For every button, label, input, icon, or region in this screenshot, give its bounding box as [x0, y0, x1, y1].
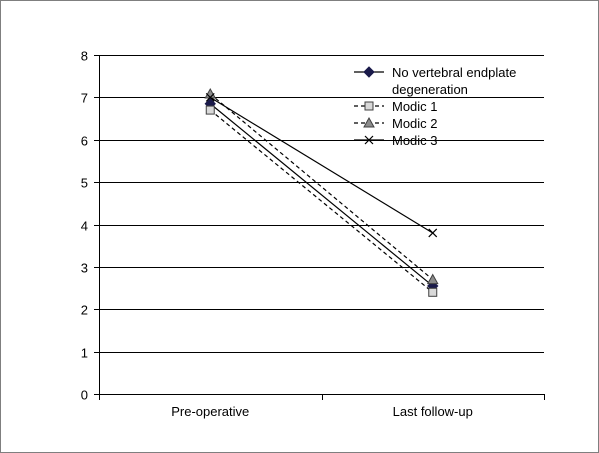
legend-label: No vertebral endplate: [392, 65, 516, 80]
legend-label: Modic 3: [392, 133, 438, 148]
legend-label: Modic 1: [392, 99, 438, 114]
y-tick-label: 5: [81, 176, 88, 191]
data-point: [426, 273, 439, 285]
axes: [99, 55, 544, 395]
series-2: [205, 105, 438, 297]
y-tick-label: 6: [81, 134, 88, 149]
data-point: [428, 228, 438, 238]
data-point: [205, 105, 215, 115]
y-tick-label: 2: [81, 303, 88, 318]
series-line: [209, 109, 434, 293]
series-line: [209, 93, 434, 281]
series-4: [205, 92, 438, 238]
data-point: [428, 287, 438, 297]
x-axis-ticks: Pre-operative Last follow-up: [99, 394, 545, 419]
y-axis-ticks: 0 1 2 3 4 5 6 7 8: [81, 49, 99, 403]
legend-marker: [364, 135, 374, 145]
legend-marker: [363, 66, 375, 78]
grid-lines: [99, 55, 544, 353]
data-point: [205, 92, 215, 102]
legend-marker: [363, 116, 375, 128]
x-tick-label: Pre-operative: [171, 404, 249, 419]
y-tick-label: 4: [81, 219, 88, 234]
legend-label: degeneration: [392, 82, 468, 97]
y-tick-label: 3: [81, 261, 88, 276]
y-tick-label: 0: [81, 388, 88, 403]
x-tick-label: Last follow-up: [393, 404, 473, 419]
series-line: [209, 96, 434, 234]
series-group: [204, 87, 439, 297]
y-tick-label: 1: [81, 346, 88, 361]
legend: No vertebral endplate degeneration Modic 1…: [354, 65, 516, 148]
legend-marker: [364, 101, 374, 111]
y-tick-label: 8: [81, 49, 88, 64]
y-tick-label: 7: [81, 91, 88, 106]
legend-label: Modic 2: [392, 116, 438, 131]
series-line: [209, 103, 434, 287]
